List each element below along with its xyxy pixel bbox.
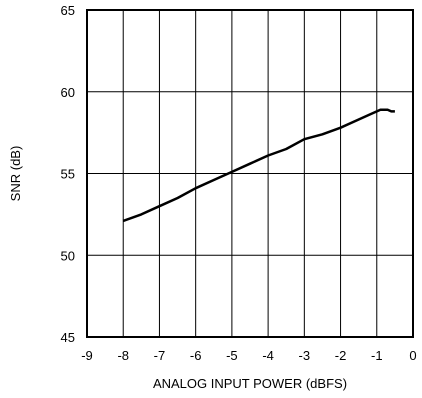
x-tick-label: -9 [81, 348, 93, 363]
x-tick-label: 0 [409, 348, 416, 363]
x-tick-label: -8 [117, 348, 129, 363]
y-tick-label: 60 [61, 85, 75, 100]
x-tick-label: -6 [190, 348, 202, 363]
y-tick-label: 50 [61, 248, 75, 263]
x-axis-title: ANALOG INPUT POWER (dBFS) [153, 376, 347, 391]
y-tick-label: 45 [61, 330, 75, 345]
grid-lines [86, 9, 414, 338]
x-tick-label: -1 [371, 348, 383, 363]
x-tick-labels: -9 -8 -7 -6 -5 -4 -3 -2 -1 0 [81, 348, 416, 363]
y-axis-title: SNR (dB) [8, 146, 23, 202]
y-tick-labels: 45 50 55 60 65 [61, 3, 75, 345]
y-tick-label: 55 [61, 167, 75, 182]
series-line [122, 108, 395, 223]
x-tick-label: -3 [299, 348, 311, 363]
series-layer [122, 108, 395, 223]
x-tick-label: -2 [335, 348, 347, 363]
y-tick-label: 65 [61, 3, 75, 18]
x-tick-label: -7 [154, 348, 166, 363]
x-tick-label: -5 [226, 348, 238, 363]
x-tick-label: -4 [262, 348, 274, 363]
plot-frame [86, 9, 414, 338]
